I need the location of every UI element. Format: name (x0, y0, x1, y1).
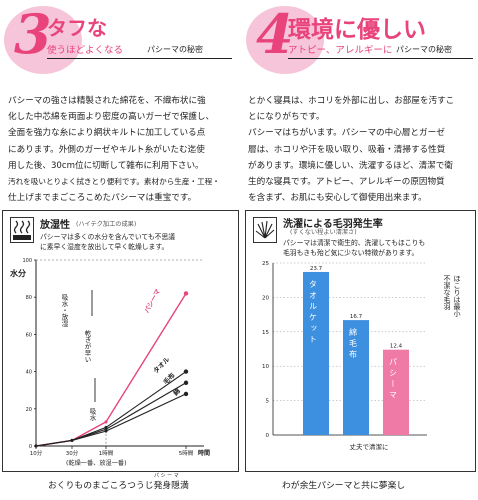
right-paragraph-line: とかく寝具は、ホコリを外部に出し、お部屋を汚すこ (248, 96, 455, 106)
left-panel-note: (ハイテク加工の成果) (76, 221, 137, 228)
line-chart-point (183, 391, 189, 397)
line-chart-x-tick-label: 1時間 (99, 449, 114, 457)
left-paragraph: パシーマの強さは精製された綿花を、不織布状に強 化した中芯綿を両面より密度の高い… (8, 93, 240, 206)
left-header-rule (47, 58, 232, 59)
left-section-reference: パシーマの秘密 (147, 45, 203, 54)
right-header-blob (246, 6, 324, 74)
left-panel-title: 放湿性 (40, 220, 70, 231)
right-paragraph-line: 生的な寝具です。アトピー、アレルギーの原因物質 (248, 176, 445, 187)
left-paragraph-line: 用した後、30cm位に切断して雑布に利用下さい。 (8, 160, 204, 171)
line-chart-point (183, 291, 189, 296)
bar-chart-y-tick-label: 25 (262, 261, 269, 267)
left-paragraph-line: 化した中芯綿を両面より密度の高いガーゼで保護し、 (8, 112, 215, 123)
line-chart-point (183, 369, 189, 374)
bar-chart-value-label: 16.7 (350, 314, 363, 320)
left-section-title: タフな (47, 16, 107, 40)
right-paragraph-line: があります。環境に優しい、洗濯するほど、清潔で衛 (248, 160, 453, 171)
steam-bed-icon (10, 217, 34, 243)
bar-chart-category-label: パシーマ (389, 358, 398, 402)
left-section-number: 3 (14, 2, 52, 66)
left-panel-caption: おくりものまごころつうじ発身隠満 (48, 481, 189, 491)
right-paragraph-line: 層は、ホコリや汗を吸い取り、吸着・清掃する性質 (248, 144, 446, 155)
left-paragraph-line: 全面を強力な糸により網状キルトに加工している点 (8, 128, 206, 139)
line-chart-y-tick-label: 80 (26, 295, 32, 301)
right-header-rule (288, 58, 473, 59)
bar-chart-value-label: 23.7 (310, 266, 323, 272)
line-chart-annotation: 吸水・放湿 (60, 294, 68, 328)
line-chart-point (183, 380, 189, 385)
bar-chart-y-tick-label: 20 (262, 295, 269, 301)
bar-chart-bar (383, 349, 409, 435)
line-chart-y-tick-label: 40 (26, 370, 32, 376)
bar-chart-category-label: 綿毛布 (349, 327, 358, 361)
bar-chart-bar (343, 320, 369, 435)
line-chart-annotation: 吸水 (88, 408, 96, 422)
right-paragraph-line: を含まず、お肌にも安心して御使用出来ます。 (248, 193, 427, 204)
line-chart-ylabel: 水分 (9, 268, 26, 278)
left-paragraph-line: にあります。外側のガーゼやキルト糸がいたむ迄使 (8, 144, 205, 155)
fuzz-icon (253, 217, 277, 243)
line-chart-x-unit: 時間 (198, 449, 210, 457)
line-chart-series-label: パシーマ (142, 287, 162, 315)
line-chart-point (70, 438, 74, 442)
bar-chart-side-note: 不潔な毛羽 (443, 275, 451, 310)
line-chart-y-tick-label: 20 (26, 407, 32, 413)
left-panel-caption-ruby: パ シ ー マ (154, 473, 179, 479)
bar-chart-side-note: ほこりは最小 (453, 275, 461, 318)
line-chart-x-tick-label: 10分 (30, 449, 43, 457)
right-panel-note: (すくない程よい清潔さ) (290, 229, 357, 236)
right-paragraph-line: パシーマはちがいます。パシーマの中心層とガーゼ (248, 128, 445, 139)
right-panel-desc-line: パシーマは清潔で衛生的、洗濯してもほこりも (283, 239, 426, 247)
right-section-number: 4 (256, 2, 294, 66)
line-chart-annotation: 乾きが早い (83, 329, 91, 363)
right-panel-caption: わが余生パシーマと共に夢楽し (282, 481, 406, 491)
right-section-subtitle: アトピー、アレルギーに (288, 45, 393, 56)
bar-chart-category-label: タオルケット (309, 280, 318, 346)
right-paragraph: とかく寝具は、ホコリを外部に出し、お部屋を汚すこ とになりがちです。 パシーマは… (248, 93, 476, 206)
line-chart-y-tick-label: 0 (29, 444, 32, 450)
line-chart-x-tick-label: 30分 (66, 449, 79, 457)
right-panel-title: 洗濯による毛羽発生率 (283, 219, 383, 230)
left-paragraph-line: 汚れを吸いとりよく拭きとり便利です。素材から生産・工程・ (8, 176, 220, 186)
fuzz-bar-chart: 25 20 15 10 5 0 23.7 タオルケット 16.7 綿毛布 12.4 パシーマ丈夫で清潔… (262, 261, 461, 451)
right-paragraph-line: とになりがちです。 (248, 112, 325, 123)
line-chart-series-label: タオル (151, 355, 172, 376)
right-section-reference: パシーマの秘密 (396, 45, 452, 54)
bar-chart-y-tick-label: 0 (266, 433, 270, 439)
right-panel-desc: パシーマは清潔で衛生的、洗濯してもほこりも 毛羽もきも殆ど気に少ない特徴がありま… (283, 238, 425, 258)
right-panel-desc-line: 毛羽もきも殆ど気に少ない特徴があります。 (283, 249, 419, 257)
left-section-subtitle: 使うほどよくなる (47, 45, 124, 56)
line-chart-x-tick-label: 5時間 (179, 449, 194, 457)
bar-chart-value-label: 12.4 (390, 344, 403, 350)
line-chart-series-line (35, 393, 187, 447)
bar-chart-y-tick-label: 10 (262, 364, 269, 370)
left-chart-panel (2, 210, 239, 472)
left-paragraph-line: パシーマの強さは精製された綿花を、不織布状に強 (8, 96, 206, 106)
left-panel-desc-line: パシーマは多くの水分を含んでいても不思議 (40, 233, 176, 241)
line-chart-point (104, 420, 108, 424)
line-chart-point (104, 429, 108, 433)
bar-chart-bar (303, 271, 329, 435)
bar-chart-y-tick-label: 5 (266, 399, 270, 405)
bar-chart-y-tick-label: 15 (262, 330, 269, 336)
left-paragraph-line: 仕上げまでまごころこめたパシーマは重宝です。 (8, 193, 197, 204)
line-chart-y-tick-label: 60 (26, 332, 32, 338)
line-chart-series-label: 綿 (171, 386, 182, 397)
left-header-blob (4, 6, 82, 74)
left-panel-desc: パシーマは多くの水分を含んでいても不思議 に素早く湿度を放出して早く乾燥します。 (40, 232, 175, 252)
bar-chart-xlabel: 丈夫で清潔に (350, 442, 389, 451)
line-chart-series-label: 毛布 (161, 370, 177, 386)
line-chart-point (34, 444, 38, 448)
right-section-title: 環境に優しい (288, 17, 426, 43)
line-chart-x-footnote: (乾燥一番、放湿一番) (66, 459, 127, 467)
line-chart-series-line (35, 293, 187, 447)
left-panel-desc-line: に素早く湿度を放出して早く乾燥します。 (40, 243, 169, 251)
line-chart-y-tick-label: 100 (22, 258, 32, 264)
